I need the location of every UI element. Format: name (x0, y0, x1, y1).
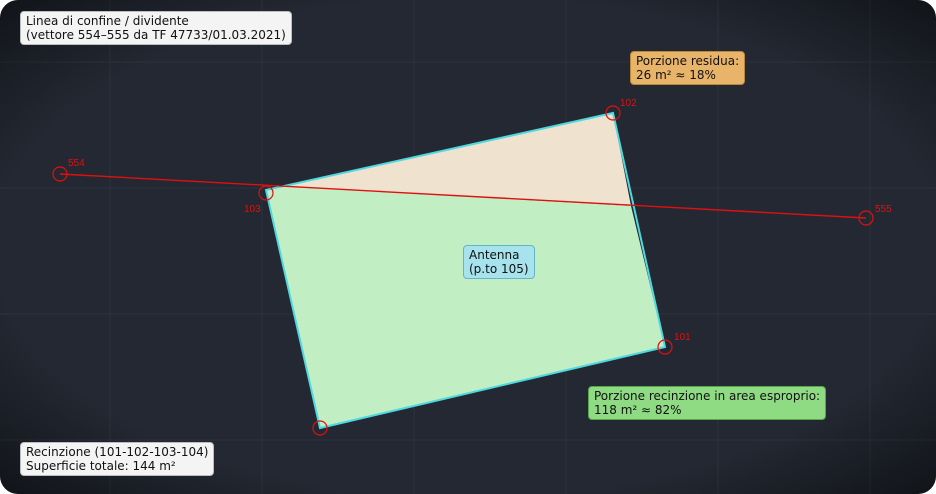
residual-portion-label: Porzione residua: 26 m² ≈ 18% (630, 51, 746, 85)
fence-summary-label: Recinzione (101-102-103-104) Superficie … (20, 442, 215, 476)
expropriation-portion-label: Porzione recinzione in area esproprio: 1… (588, 386, 827, 420)
boundary-title-label: Linea di confine / dividente (vettore 55… (20, 11, 292, 45)
antenna-label: Antenna (p.to 105) (463, 245, 535, 279)
